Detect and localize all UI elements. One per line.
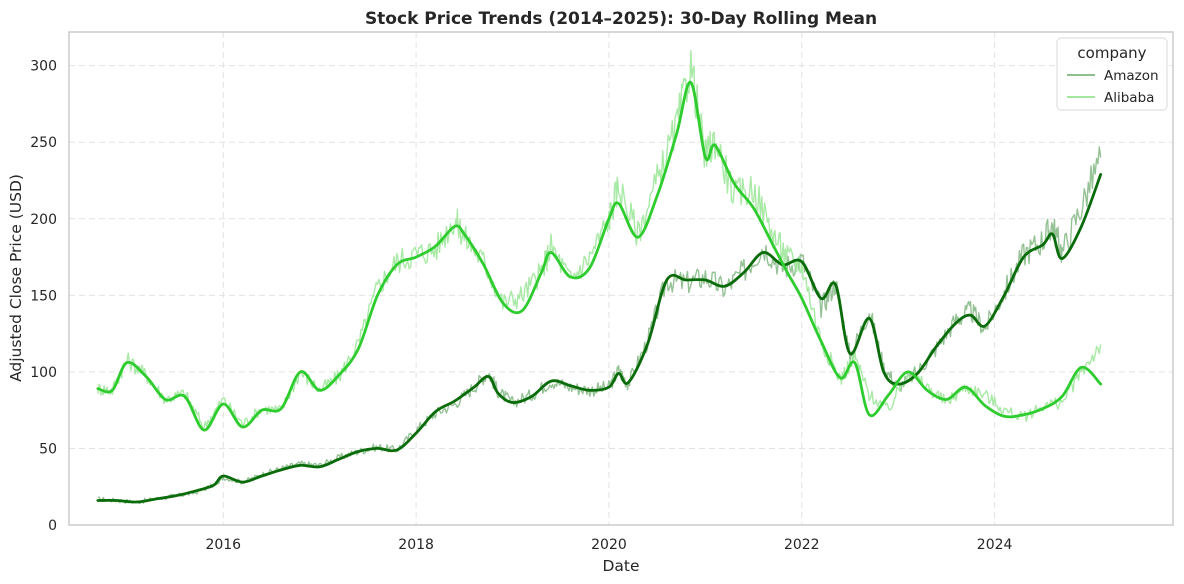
series-line-rolling-mean-alibaba — [96, 81, 1103, 432]
y-axis-ticks: 0 50 100 150 200 250 300 — [30, 59, 57, 534]
x-tick-label: 2020 — [591, 537, 627, 553]
y-tick-label: 100 — [30, 365, 57, 381]
legend-title: company — [1077, 44, 1146, 62]
plot-area-frame — [68, 31, 1174, 526]
rolling-mean-lines — [96, 81, 1103, 504]
y-axis-label: Adjusted Close Price (USD) — [7, 174, 25, 382]
legend-label-amazon: Amazon — [1104, 68, 1159, 84]
x-tick-label: 2024 — [977, 537, 1013, 553]
x-tick-label: 2022 — [784, 537, 820, 553]
chart-title: Stock Price Trends (2014–2025): 30-Day R… — [365, 9, 877, 29]
series-line-raw-amazon — [97, 146, 1102, 505]
y-tick-label: 50 — [39, 441, 57, 457]
y-tick-label: 0 — [48, 518, 57, 534]
y-tick-label: 150 — [30, 288, 57, 304]
x-tick-label: 2018 — [398, 537, 434, 553]
x-axis-ticks: 2016 2018 2020 2022 2024 — [205, 537, 1012, 553]
x-tick-label: 2016 — [205, 537, 241, 553]
legend-label-alibaba: Alibaba — [1104, 90, 1154, 106]
y-tick-label: 200 — [30, 212, 57, 228]
y-tick-label: 250 — [30, 135, 57, 151]
legend-box — [1056, 37, 1168, 111]
x-axis-label: Date — [602, 557, 639, 575]
y-tick-label: 300 — [30, 59, 57, 75]
series-lines — [96, 50, 1103, 505]
grid-lines — [69, 32, 1173, 526]
legend: company Amazon Alibaba — [1056, 37, 1168, 111]
series-line-rolling-mean-amazon — [96, 173, 1103, 504]
